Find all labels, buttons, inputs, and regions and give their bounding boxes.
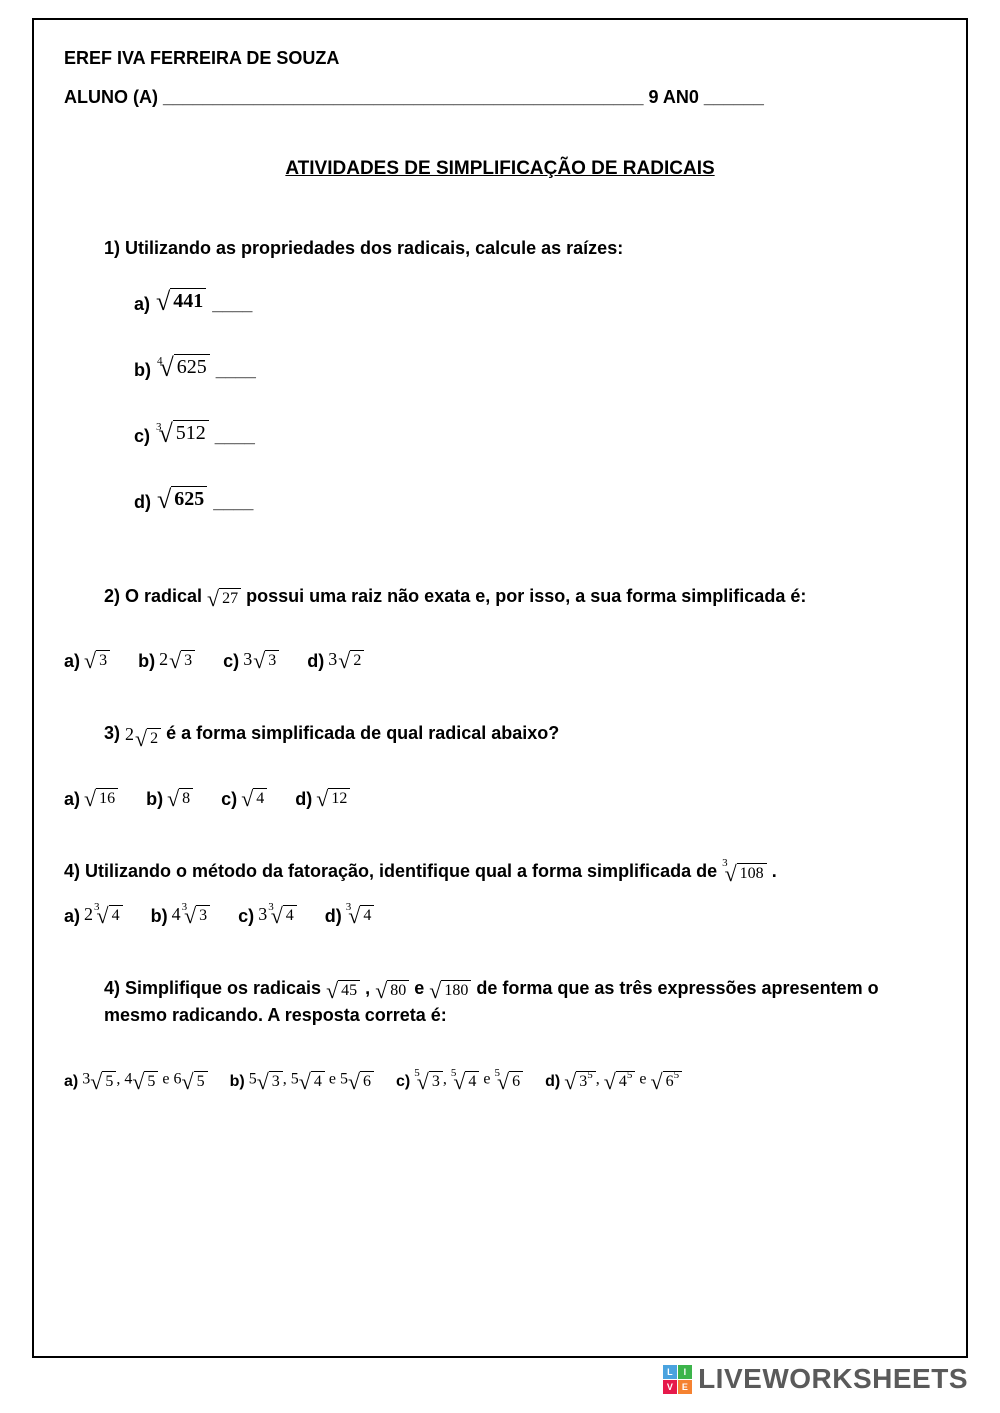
q2-opt-b[interactable]: b) 2√3	[138, 650, 195, 672]
q2-radical: √27	[207, 588, 241, 610]
student-line: ALUNO (A) ______________________________…	[64, 87, 936, 108]
q1-item-b: b) 4√625 ____	[134, 355, 936, 381]
q2-opt-d[interactable]: d) 3√2	[307, 650, 364, 672]
q5-r2: √80	[375, 980, 409, 1002]
q1-prompt: 1) Utilizando as propriedades dos radica…	[104, 238, 936, 259]
footer-brand: L I V E LIVEWORKSHEETS	[663, 1363, 968, 1395]
q1-c-blank[interactable]: ____	[215, 426, 255, 447]
q3-prompt: 3) 2√2 é a forma simplificada de qual ra…	[104, 720, 936, 748]
q3-options: a) √16 b) √8 c) √4 d) √12	[64, 788, 936, 810]
q1-c-radical: 3√512	[156, 421, 209, 447]
q4-prompt: 4) Utilizando o método da fatoração, ide…	[64, 858, 936, 885]
q1-item-d: d) √625 ____	[134, 487, 936, 513]
q1-a-letter: a)	[134, 294, 150, 315]
q3-opt-c[interactable]: c) √4	[221, 788, 267, 810]
q5-options: a) 3√5, 4√5 e 6√5 b) 5√3, 5√4 e 5√6 c) 5…	[64, 1069, 936, 1091]
school-name: EREF IVA FERREIRA DE SOUZA	[64, 48, 936, 69]
liveworksheets-icon: L I V E	[663, 1365, 692, 1394]
q1-a-radical: √441	[156, 289, 206, 315]
q5-opt-b[interactable]: b) 5√3, 5√4 e 5√6	[230, 1069, 374, 1091]
q2-prompt: 2) O radical √27 possui uma raiz não exa…	[104, 583, 936, 610]
q1-d-blank[interactable]: ____	[213, 492, 253, 513]
q4-opt-b[interactable]: b) 43√3	[151, 905, 211, 927]
q3-opt-a[interactable]: a) √16	[64, 788, 118, 810]
q4-opt-d[interactable]: d) 3√4	[325, 905, 375, 927]
q3-opt-d[interactable]: d) √12	[295, 788, 350, 810]
q1-d-letter: d)	[134, 492, 151, 513]
q1-item-c: c) 3√512 ____	[134, 421, 936, 447]
q5-r3: √180	[429, 980, 471, 1002]
q2-opt-a[interactable]: a) √3	[64, 650, 110, 672]
q1-b-letter: b)	[134, 360, 151, 381]
q1-d-radical: √625	[157, 487, 207, 513]
q4-radical: 3√108	[722, 863, 767, 885]
q5-opt-a[interactable]: a) 3√5, 4√5 e 6√5	[64, 1069, 208, 1091]
worksheet-page: EREF IVA FERREIRA DE SOUZA ALUNO (A) ___…	[32, 18, 968, 1358]
q2-options: a) √3 b) 2√3 c) 3√3 d) 3√2	[64, 650, 936, 672]
q1-c-letter: c)	[134, 426, 150, 447]
q3-opt-b[interactable]: b) √8	[146, 788, 193, 810]
footer-text: LIVEWORKSHEETS	[698, 1363, 968, 1395]
q5-r1: √45	[326, 980, 360, 1002]
q2-opt-c[interactable]: c) 3√3	[223, 650, 279, 672]
q5-prompt: 4) Simplifique os radicais √45 , √80 e √…	[104, 975, 936, 1029]
q1-a-blank[interactable]: ____	[212, 294, 252, 315]
q1-item-a: a) √441 ____	[134, 289, 936, 315]
q4-opt-a[interactable]: a) 23√4	[64, 905, 123, 927]
q5-opt-d[interactable]: d) √35, √45 e √65	[545, 1069, 682, 1091]
q1-b-radical: 4√625	[157, 355, 210, 381]
q3-radical: 2√2	[125, 723, 161, 750]
q4-options: a) 23√4 b) 43√3 c) 33√4 d) 3√4	[64, 905, 936, 927]
q4-opt-c[interactable]: c) 33√4	[238, 905, 297, 927]
q1-b-blank[interactable]: ____	[216, 360, 256, 381]
worksheet-title: ATIVIDADES DE SIMPLIFICAÇÃO DE RADICAIS	[64, 158, 936, 180]
q5-opt-c[interactable]: c) 5√3, 5√4 e 5√6	[396, 1069, 523, 1091]
